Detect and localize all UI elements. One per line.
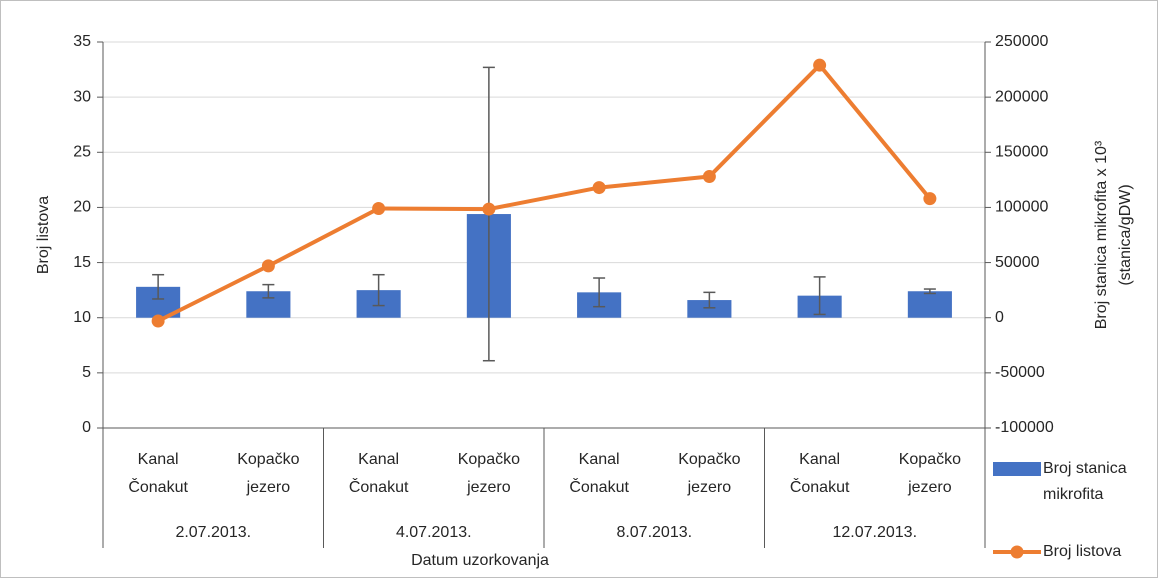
bar xyxy=(907,291,952,318)
line-marker xyxy=(482,202,496,216)
group-label: 4.07.2013. xyxy=(396,524,472,541)
y2-tick-label: 0 xyxy=(995,309,1004,326)
x-tick-label: Kanal xyxy=(358,451,399,468)
x-tick-label: Kopačko xyxy=(237,451,299,468)
x-tick-label: Kanal xyxy=(138,451,179,468)
x-tick-label: jezero xyxy=(466,479,511,496)
y-tick-label: 35 xyxy=(73,33,91,50)
legend-swatch xyxy=(993,462,1041,476)
y2-tick-label: 100000 xyxy=(995,199,1048,216)
line-marker xyxy=(592,181,606,195)
error-bar xyxy=(372,273,385,307)
x-tick-label: Kopačko xyxy=(899,451,961,468)
legend-label: Broj stanica mikrofita xyxy=(1043,460,1127,503)
y-tick-label: 30 xyxy=(73,88,91,105)
x-tick-label: Kanal xyxy=(799,451,840,468)
y2-tick-label: 50000 xyxy=(995,254,1040,271)
y2-tick-label: 150000 xyxy=(995,144,1048,161)
bar xyxy=(687,300,732,318)
error-bar xyxy=(152,273,165,300)
group-label: 2.07.2013. xyxy=(175,524,251,541)
line xyxy=(157,63,932,323)
x-tick-label: Kopačko xyxy=(678,451,740,468)
x-tick-label: Čonakut xyxy=(790,477,850,496)
y2-axis-title: (stanica/gDW) xyxy=(1117,184,1134,285)
error-bar xyxy=(262,283,275,299)
x-tick-label: Čonakut xyxy=(569,477,629,496)
y-tick-label: 10 xyxy=(73,309,91,326)
y-tick-label: 15 xyxy=(73,254,91,271)
line-marker xyxy=(261,259,275,273)
line-marker xyxy=(923,192,937,206)
x-tick-label: Čonakut xyxy=(128,477,188,496)
x-axis-title: Datum uzorkovanja xyxy=(411,552,549,569)
error-bar xyxy=(923,288,936,295)
group-label: 12.07.2013. xyxy=(832,524,917,541)
y2-tick-label: -50000 xyxy=(995,364,1045,381)
x-tick-label: Kopačko xyxy=(458,451,520,468)
legend-label: Broj listova xyxy=(1043,543,1121,560)
error-bar xyxy=(813,276,826,316)
legend-marker xyxy=(1010,545,1024,559)
y-tick-label: 25 xyxy=(73,144,91,161)
error-bar xyxy=(703,291,716,309)
y-tick-label: 20 xyxy=(73,199,91,216)
error-bar xyxy=(593,277,606,308)
y2-tick-label: 200000 xyxy=(995,88,1048,105)
x-tick-label: Kanal xyxy=(579,451,620,468)
line-marker xyxy=(372,202,386,216)
y-axis-title: Broj listova xyxy=(35,196,52,274)
x-tick-label: Čonakut xyxy=(349,477,409,496)
group-label: 8.07.2013. xyxy=(616,524,692,541)
line-marker xyxy=(702,170,716,184)
y2-axis-title: Broj stanica mikrofita x 10³ xyxy=(1093,140,1110,329)
y-tick-label: 5 xyxy=(82,364,91,381)
line-marker xyxy=(151,314,165,328)
x-tick-label: jezero xyxy=(246,479,291,496)
line-marker xyxy=(813,58,827,72)
y-tick-label: 0 xyxy=(82,419,91,436)
y2-tick-label: 250000 xyxy=(995,33,1048,50)
x-tick-label: jezero xyxy=(907,479,952,496)
x-tick-label: jezero xyxy=(687,479,732,496)
y2-tick-label: -100000 xyxy=(995,419,1054,436)
legend-label-box: Broj stanica mikrofita xyxy=(1043,460,1127,503)
